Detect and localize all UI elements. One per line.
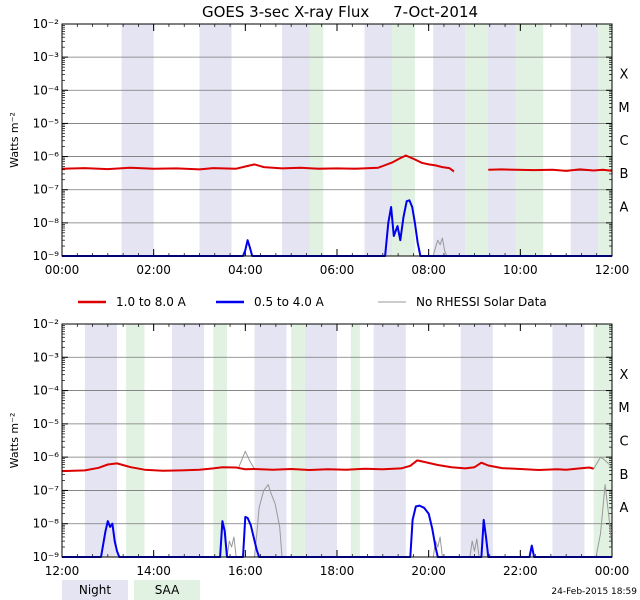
y-tick-label: 10⁻² xyxy=(33,17,60,31)
night-band xyxy=(304,324,337,557)
night-band xyxy=(373,324,406,557)
saa-band xyxy=(126,324,145,557)
x-tick-label: 04:00 xyxy=(228,263,263,277)
y-tick-label: 10⁻³ xyxy=(33,350,60,364)
x-tick-label: 10:00 xyxy=(503,263,538,277)
saa-band xyxy=(515,24,544,256)
panel-morning: 10⁻² 10⁻³ 10⁻⁴ 10⁻⁵ 10⁻⁶ 10⁻⁷ 10⁻⁸ 10⁻⁹00:00 02:… xyxy=(8,17,630,277)
saa-band xyxy=(465,24,489,256)
y-axis-label: Watts m⁻² xyxy=(8,413,21,469)
series-line xyxy=(61,154,613,173)
y-tick-label: 10⁻⁵ xyxy=(33,417,60,431)
night-band xyxy=(552,324,585,557)
legend: 1.0 to 8.0 A 0.5 to 4.0 A No RHESSI Solar … xyxy=(78,295,547,309)
flare-class-label: A xyxy=(620,501,629,516)
y-tick-label: 10⁻⁴ xyxy=(33,83,60,97)
saa-band xyxy=(392,24,415,256)
legend-label: No RHESSI Solar Data xyxy=(416,295,547,309)
night-band xyxy=(172,324,205,557)
y-tick-label: 10⁻⁹ xyxy=(33,550,60,564)
night-band xyxy=(483,24,516,256)
y-tick-label: 10⁻⁹ xyxy=(33,249,60,263)
panel-afternoon: 10⁻² 10⁻³ 10⁻⁴ 10⁻⁵ 10⁻⁶ 10⁻⁷ 10⁻⁸ 10⁻⁹12:00 14:… xyxy=(8,317,630,578)
flare-class-label: C xyxy=(619,134,628,149)
series-line xyxy=(61,459,594,473)
x-tick-label: 20:00 xyxy=(411,564,446,578)
flare-class-label: C xyxy=(619,435,628,450)
flare-class-label: B xyxy=(620,468,629,483)
y-tick-label: 10⁻⁶ xyxy=(33,150,60,164)
y-tick-label: 10⁻⁷ xyxy=(33,483,60,497)
legend-label: 1.0 to 8.0 A xyxy=(116,295,187,309)
y-tick-label: 10⁻⁵ xyxy=(33,116,60,130)
plot-frame xyxy=(61,23,613,257)
y-tick-label: 10⁻⁷ xyxy=(33,183,60,197)
x-tick-label: 12:00 xyxy=(595,263,630,277)
series-line xyxy=(62,199,612,257)
saa-band xyxy=(309,24,324,256)
x-tick-label: 22:00 xyxy=(503,564,538,578)
y-tick-label: 10⁻⁸ xyxy=(33,517,60,531)
y-tick-label: 10⁻⁸ xyxy=(33,216,60,230)
saa-band xyxy=(598,24,612,256)
x-tick-label: 06:00 xyxy=(320,263,355,277)
flare-class-label: X xyxy=(620,368,629,383)
x-tick-label: 14:00 xyxy=(136,564,171,578)
x-tick-label: 00:00 xyxy=(45,263,80,277)
x-tick-label: 18:00 xyxy=(320,564,355,578)
saa-band xyxy=(213,324,227,557)
saa-band xyxy=(350,324,360,557)
series-line xyxy=(226,450,613,558)
saa-band xyxy=(593,324,612,557)
night-band xyxy=(121,24,154,256)
x-tick-label: 02:00 xyxy=(136,263,171,277)
shading-label: SAA xyxy=(155,583,180,597)
footer-timestamp: 24-Feb-2015 18:59 xyxy=(551,587,637,597)
shading-label: Night xyxy=(79,583,112,597)
x-tick-label: 00:00 xyxy=(595,564,630,578)
saa-band xyxy=(291,324,305,557)
night-band xyxy=(364,24,392,256)
shading-legend: Night SAA xyxy=(62,580,200,600)
legend-label: 0.5 to 4.0 A xyxy=(254,295,325,309)
flare-class-label: M xyxy=(618,101,629,116)
y-tick-label: 10⁻³ xyxy=(33,50,60,64)
night-band xyxy=(199,24,232,256)
shading-swatch xyxy=(62,580,128,600)
y-tick-label: 10⁻⁴ xyxy=(33,384,60,398)
night-band xyxy=(254,324,287,557)
night-band xyxy=(570,24,599,256)
y-tick-label: 10⁻⁶ xyxy=(33,450,60,464)
series-line xyxy=(62,504,612,558)
flare-class-label: M xyxy=(618,401,629,416)
night-band xyxy=(282,24,310,256)
plot-frame xyxy=(61,323,613,558)
x-tick-label: 12:00 xyxy=(45,564,80,578)
y-tick-label: 10⁻² xyxy=(33,317,60,331)
x-tick-label: 08:00 xyxy=(411,263,446,277)
chart-title: GOES 3-sec X-ray Flux 7-Oct-2014 xyxy=(202,3,478,21)
flare-class-label: A xyxy=(620,200,629,215)
night-band xyxy=(433,24,466,256)
x-tick-label: 16:00 xyxy=(228,564,263,578)
night-band xyxy=(460,324,493,557)
y-axis-label: Watts m⁻² xyxy=(8,112,21,168)
shading-swatch xyxy=(134,580,200,600)
night-band xyxy=(84,324,117,557)
flare-class-label: X xyxy=(620,68,629,83)
flare-class-label: B xyxy=(620,167,629,182)
